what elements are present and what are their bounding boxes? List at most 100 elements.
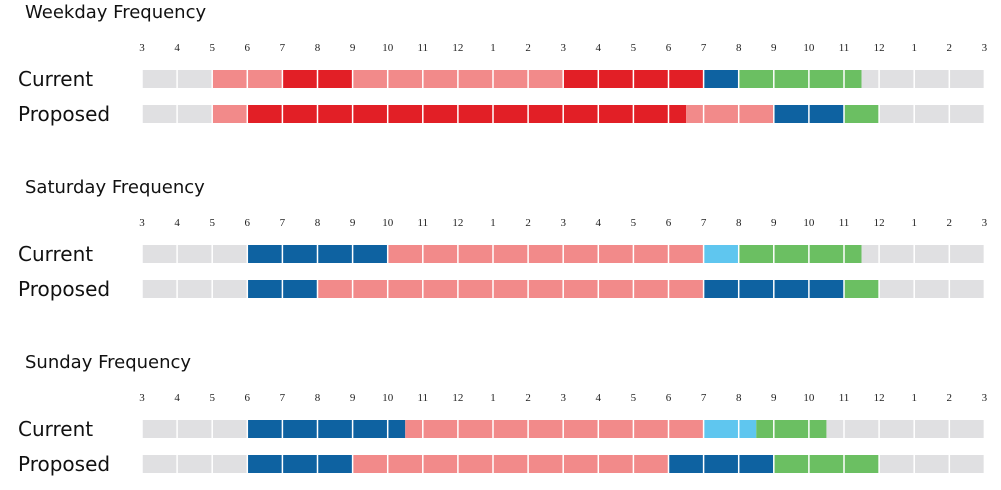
hour-tick-label: 6 <box>245 42 251 54</box>
hour-tick-label: 9 <box>771 392 777 404</box>
hour-tick-label: 6 <box>245 392 251 404</box>
row-label-current: Current <box>18 67 93 91</box>
hour-tick-label: 3 <box>139 217 145 229</box>
frequency-cell-blue <box>248 455 282 473</box>
frequency-cell-red <box>423 105 458 123</box>
hour-tick-label: 6 <box>666 42 672 54</box>
frequency-cell-gray <box>142 70 177 88</box>
hour-tick-label: 2 <box>947 217 953 229</box>
hour-tick-label: 5 <box>209 42 215 54</box>
frequency-cell-blue <box>704 70 738 88</box>
frequency-cell-gray <box>879 245 914 263</box>
frequency-cell-lightblue <box>704 420 738 438</box>
hour-tick-label: 9 <box>350 42 356 54</box>
frequency-cell-pink <box>423 280 458 298</box>
frequency-cell-green <box>809 70 844 88</box>
frequency-cell-red <box>669 105 687 123</box>
hour-tick-label: 1 <box>490 392 496 404</box>
frequency-cell-gray <box>950 280 984 298</box>
frequency-cell-red <box>634 105 668 123</box>
frequency-cell-blue <box>388 420 406 438</box>
hour-tick-label: 3 <box>139 42 145 54</box>
frequency-cell-pink <box>669 245 703 263</box>
frequency-cell-blue <box>248 420 282 438</box>
frequency-cell-pink <box>599 420 633 438</box>
frequency-cell-gray <box>142 245 177 263</box>
frequency-cell-pink <box>405 420 423 438</box>
frequency-cell-green <box>739 70 774 88</box>
hour-tick-label: 10 <box>382 392 394 404</box>
hour-tick-label: 11 <box>839 392 850 404</box>
hour-tick-label: 10 <box>803 217 815 229</box>
hour-tick-label: 5 <box>209 217 215 229</box>
hour-tick-label: 7 <box>701 42 707 54</box>
frequency-cell-blue <box>283 245 317 263</box>
frequency-cell-blue <box>774 105 809 123</box>
frequency-cell-red <box>283 105 317 123</box>
hour-tick-label: 1 <box>490 42 496 54</box>
frequency-cell-green <box>774 245 809 263</box>
frequency-cell-gray <box>950 70 984 88</box>
frequency-cell-red <box>318 70 352 88</box>
frequency-cell-green <box>774 420 809 438</box>
frequency-cell-blue <box>318 245 352 263</box>
frequency-cell-gray <box>950 420 984 438</box>
hour-tick-label: 2 <box>525 392 531 404</box>
row-bar-proposed <box>142 280 984 298</box>
frequency-cell-gray <box>950 245 984 263</box>
hour-tick-label: 3 <box>982 392 988 404</box>
frequency-cell-blue <box>248 280 282 298</box>
frequency-cell-pink <box>634 455 668 473</box>
frequency-cell-green <box>844 455 879 473</box>
frequency-cell-pink <box>528 455 563 473</box>
frequency-cell-gray <box>142 280 177 298</box>
hour-tick-label: 9 <box>771 42 777 54</box>
hour-tick-label: 11 <box>418 392 429 404</box>
frequency-cell-gray <box>879 420 914 438</box>
hour-tick-label: 7 <box>280 217 286 229</box>
row-bar-current <box>142 70 984 88</box>
frequency-cell-blue <box>353 245 387 263</box>
hour-tick-label: 10 <box>382 42 394 54</box>
frequency-cell-green <box>844 105 879 123</box>
frequency-cell-pink <box>353 280 387 298</box>
frequency-cell-green <box>844 280 879 298</box>
hour-tick-label: 10 <box>803 42 815 54</box>
frequency-cell-green <box>774 70 809 88</box>
row-bar-current <box>142 420 984 438</box>
frequency-cell-blue <box>353 420 387 438</box>
row-label-proposed: Proposed <box>18 102 110 126</box>
frequency-cell-pink <box>599 455 633 473</box>
hour-tick-label: 4 <box>596 392 602 404</box>
row-bar-proposed <box>142 455 984 473</box>
hour-tick-label: 2 <box>947 392 953 404</box>
frequency-cell-blue <box>283 420 317 438</box>
frequency-cell-pink <box>563 245 598 263</box>
frequency-cell-blue <box>248 245 282 263</box>
hour-tick-label: 4 <box>174 217 180 229</box>
hour-tick-label: 9 <box>350 392 356 404</box>
frequency-cell-pink <box>493 280 528 298</box>
hour-tick-label: 12 <box>874 217 885 229</box>
frequency-cell-gray <box>177 280 212 298</box>
frequency-cell-gray <box>914 280 949 298</box>
frequency-cell-gray <box>879 105 914 123</box>
frequency-cell-gray <box>861 70 879 88</box>
frequency-cell-pink <box>458 70 493 88</box>
frequency-cell-red <box>388 105 423 123</box>
frequency-cell-red <box>458 105 493 123</box>
frequency-cell-pink <box>353 70 387 88</box>
frequency-cell-pink <box>458 280 493 298</box>
frequency-cell-pink <box>739 105 774 123</box>
hour-tick-label: 12 <box>452 42 463 54</box>
section-title: Weekday Frequency <box>25 2 206 23</box>
frequency-cell-gray <box>914 455 949 473</box>
frequency-cell-pink <box>669 420 703 438</box>
frequency-cell-red <box>248 105 282 123</box>
hour-tick-label: 11 <box>418 217 429 229</box>
hour-tick-label: 11 <box>839 42 850 54</box>
hour-tick-label: 4 <box>174 392 180 404</box>
frequency-cell-pink <box>528 245 563 263</box>
